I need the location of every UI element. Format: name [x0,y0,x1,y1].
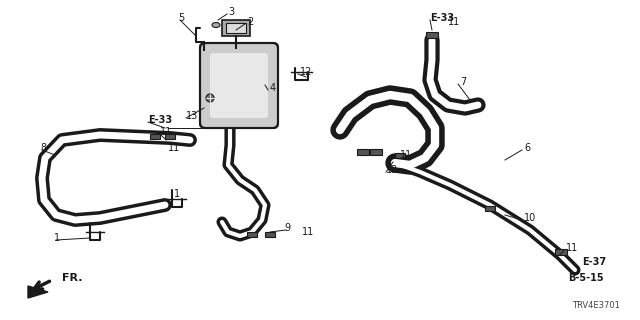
Text: 12: 12 [300,67,312,77]
Text: 7: 7 [460,77,467,87]
Text: 1: 1 [174,189,180,199]
Text: 5: 5 [178,13,184,23]
Bar [247,232,257,237]
Text: 2: 2 [247,17,253,27]
Text: 13: 13 [386,165,398,175]
Text: E-33: E-33 [148,115,172,125]
FancyBboxPatch shape [200,43,278,128]
Bar [370,149,382,155]
Ellipse shape [212,22,220,28]
Text: 11: 11 [168,143,180,153]
Text: 10: 10 [524,213,536,223]
Bar [395,153,405,158]
Text: 6: 6 [524,143,530,153]
Bar [150,134,160,139]
Circle shape [206,94,214,102]
Text: B-5-15: B-5-15 [568,273,604,283]
Bar [265,232,275,237]
Text: 13: 13 [186,111,198,121]
Text: 11: 11 [566,243,579,253]
Text: 1: 1 [54,233,60,243]
Text: 4: 4 [270,83,276,93]
Bar [357,149,369,155]
Bar [485,206,495,211]
Bar [165,134,175,139]
Bar [222,20,250,36]
Bar [555,249,567,255]
Bar [226,23,246,33]
Text: 11: 11 [302,227,314,237]
Text: 3: 3 [228,7,234,17]
Text: TRV4E3701: TRV4E3701 [572,301,620,310]
Text: FR.: FR. [62,273,83,283]
Text: 11: 11 [400,150,412,160]
Text: 11: 11 [160,127,172,137]
Text: 11: 11 [448,17,460,27]
Text: 8: 8 [40,143,46,153]
Text: E-33: E-33 [430,13,454,23]
FancyBboxPatch shape [210,53,268,118]
Polygon shape [28,286,48,298]
Bar [426,32,438,38]
Text: 9: 9 [284,223,290,233]
Text: E-37: E-37 [582,257,606,267]
